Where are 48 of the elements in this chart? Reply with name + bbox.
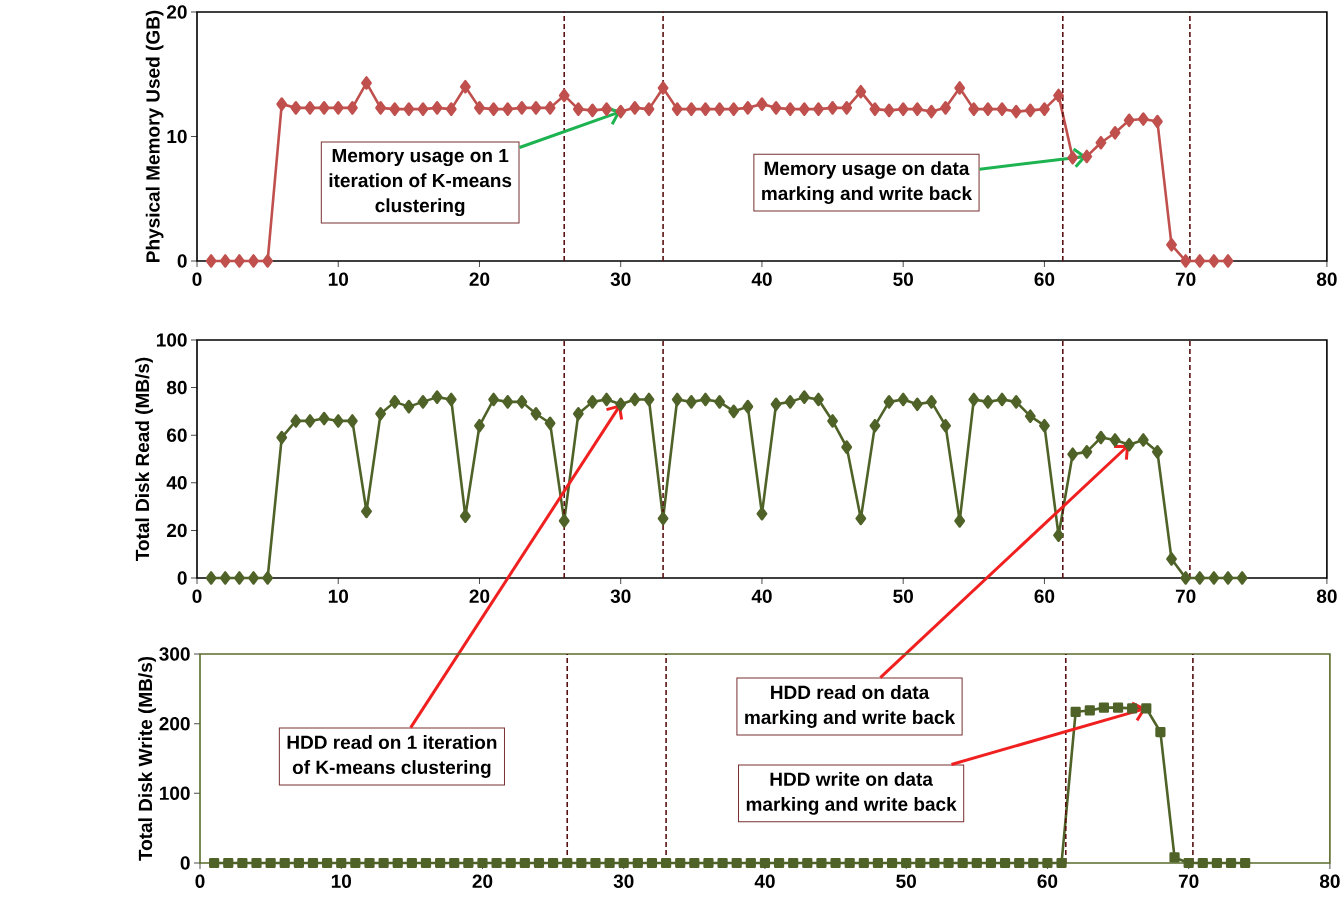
y-axis-title: Total Disk Read (MB/s) <box>135 357 153 562</box>
y-tick-label: 80 <box>166 380 187 395</box>
x-tick-label: 0 <box>192 272 202 286</box>
annotation: Memory usage on 1 iteration of K-means clustering <box>329 149 512 217</box>
x-tick-label: 0 <box>192 589 202 603</box>
x-tick-label: 80 <box>1316 272 1337 286</box>
annotation: Memory usage on data marking and write back <box>762 161 973 204</box>
x-tick-label: 20 <box>472 874 493 888</box>
x-tick-label: 0 <box>195 874 205 888</box>
y-tick-label: 200 <box>159 716 190 731</box>
y-tick-label: 0 <box>180 856 190 870</box>
y-tick-label: 20 <box>166 5 187 19</box>
x-tick-label: 10 <box>328 589 349 603</box>
x-tick-label: 60 <box>1034 589 1055 603</box>
annotation: HDD read on data marking and write back <box>745 685 956 728</box>
y-tick-label: 20 <box>166 523 187 538</box>
x-tick-label: 70 <box>1178 874 1199 888</box>
x-tick-label: 80 <box>1316 589 1337 603</box>
y-tick-label: 300 <box>159 647 190 661</box>
x-tick-label: 40 <box>751 272 772 286</box>
y-tick-label: 0 <box>177 254 187 268</box>
x-tick-label: 60 <box>1037 874 1058 888</box>
y-tick-label: 100 <box>156 333 187 347</box>
x-tick-label: 50 <box>896 874 916 888</box>
x-tick-label: 30 <box>610 272 631 287</box>
x-tick-label: 80 <box>1319 874 1340 888</box>
x-tick-label: 40 <box>751 589 772 603</box>
annotation: HDD read on 1 iteration of K-means clustering <box>287 735 497 778</box>
x-tick-label: 10 <box>331 874 352 888</box>
x-tick-label: 20 <box>469 272 490 286</box>
x-tick-label: 40 <box>754 874 775 888</box>
annotation: HDD write on data marking and write back <box>746 771 957 815</box>
y-axis-title: Physical Memory Used (GB) <box>145 10 164 262</box>
x-tick-label: 20 <box>469 589 490 603</box>
x-tick-label: 30 <box>613 874 634 889</box>
x-tick-label: 10 <box>328 272 349 286</box>
x-tick-label: 50 <box>893 589 913 603</box>
y-tick-label: 10 <box>167 129 187 144</box>
y-tick-label: 60 <box>167 428 187 442</box>
y-axis-title: Total Disk Write (MB/s) <box>138 656 156 861</box>
x-tick-label: 70 <box>1175 589 1196 603</box>
x-tick-label: 70 <box>1175 272 1196 286</box>
x-tick-label: 60 <box>1034 272 1055 286</box>
x-tick-label: 50 <box>893 272 913 286</box>
y-tick-label: 0 <box>177 571 187 585</box>
y-tick-label: 100 <box>159 786 190 801</box>
y-tick-label: 40 <box>166 476 187 490</box>
x-tick-label: 30 <box>610 589 631 604</box>
